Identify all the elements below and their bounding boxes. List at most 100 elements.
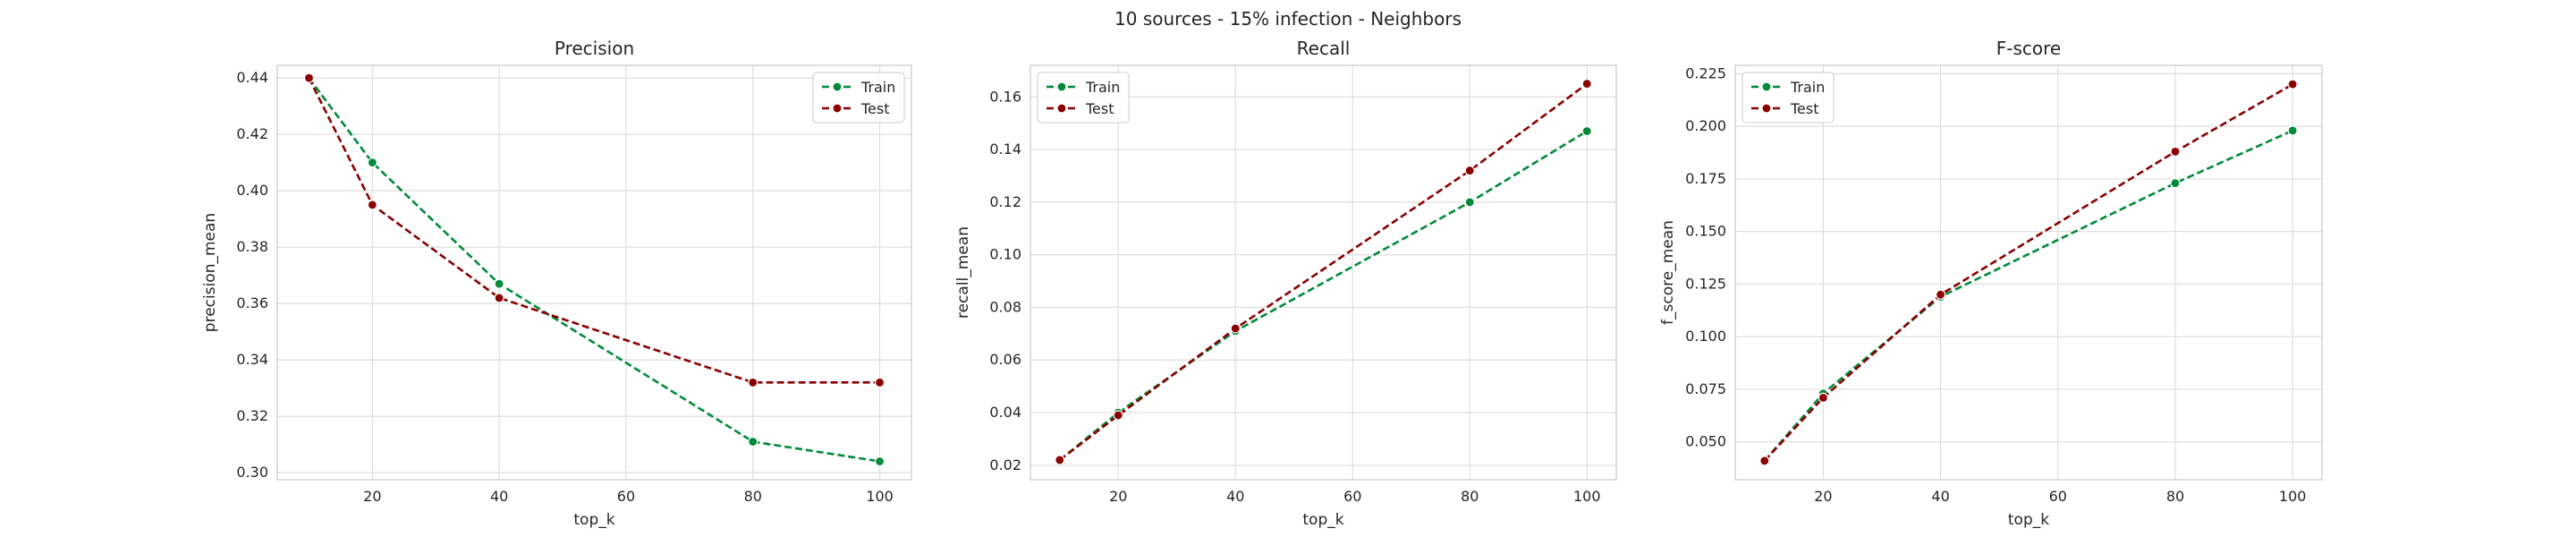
y-tick-label: 0.34 bbox=[236, 351, 268, 368]
legend-swatch-marker bbox=[1056, 103, 1067, 114]
x-tick-label: 40 bbox=[1931, 488, 1949, 505]
legend-entry-test: Test bbox=[1085, 100, 1114, 117]
data-point bbox=[1818, 392, 1829, 403]
y-tick-label: 0.12 bbox=[989, 193, 1021, 210]
y-tick-label: 0.175 bbox=[1685, 170, 1726, 187]
y-tick-label: 0.04 bbox=[989, 404, 1021, 421]
legend-swatch-marker bbox=[1761, 81, 1772, 92]
y-tick-label: 0.42 bbox=[236, 125, 268, 142]
x-tick-label: 60 bbox=[617, 488, 635, 505]
x-axis-label: top_k bbox=[573, 511, 614, 529]
data-point bbox=[1759, 456, 1770, 466]
data-point bbox=[1581, 125, 1592, 137]
plot-frame bbox=[1734, 64, 2323, 481]
legend-swatch-marker bbox=[832, 103, 843, 114]
chart-title: F-score bbox=[1996, 38, 2061, 59]
data-point bbox=[748, 377, 758, 388]
y-tick-label: 0.36 bbox=[236, 294, 268, 311]
data-point bbox=[367, 158, 377, 168]
data-point bbox=[303, 72, 315, 83]
data-point bbox=[1464, 165, 1475, 176]
data-point bbox=[367, 200, 377, 210]
y-tick-label: 0.40 bbox=[236, 182, 268, 199]
plot-frame bbox=[276, 64, 912, 481]
series-line-train bbox=[308, 77, 880, 463]
figure-suptitle: 10 sources - 15% infection - Neighbors bbox=[1114, 8, 1462, 30]
legend: Train Test bbox=[1037, 72, 1130, 124]
data-point bbox=[874, 377, 886, 388]
y-tick-label: 0.075 bbox=[1685, 380, 1726, 397]
series-line-test bbox=[1763, 83, 2293, 462]
x-tick-label: 80 bbox=[2166, 488, 2184, 505]
y-tick-label: 0.30 bbox=[236, 464, 268, 481]
series-line-train bbox=[1763, 129, 2293, 462]
y-tick-label: 0.38 bbox=[236, 238, 268, 255]
x-tick-label: 100 bbox=[1573, 488, 1601, 505]
legend-entry-test: Test bbox=[860, 100, 890, 117]
legend-entry-train: Train bbox=[860, 79, 895, 96]
data-point bbox=[2170, 146, 2181, 157]
data-point bbox=[494, 293, 504, 303]
chart-title: Precision bbox=[555, 38, 634, 59]
x-tick-label: 100 bbox=[866, 488, 894, 505]
y-tick-label: 0.10 bbox=[989, 246, 1021, 263]
y-tick-label: 0.050 bbox=[1685, 433, 1726, 450]
series-line-test bbox=[1059, 82, 1589, 462]
y-tick-label: 0.16 bbox=[989, 88, 1021, 105]
data-point bbox=[1936, 289, 1946, 300]
y-tick-label: 0.08 bbox=[989, 298, 1021, 315]
x-tick-label: 80 bbox=[744, 488, 762, 505]
legend-swatch-marker bbox=[1056, 81, 1067, 92]
chart-panel-3: 20 40 60 80 100 0.050 0.075 0.100 0.125 0.150 0.17… bbox=[1659, 38, 2323, 529]
y-axis-label: f_score_mean bbox=[1659, 220, 1677, 325]
y-tick-label: 0.150 bbox=[1685, 223, 1726, 240]
legend-entry-train: Train bbox=[1085, 79, 1120, 96]
y-tick-label: 0.14 bbox=[989, 141, 1021, 158]
y-tick-label: 0.44 bbox=[236, 69, 268, 86]
y-tick-label: 0.200 bbox=[1685, 117, 1726, 134]
x-axis-label: top_k bbox=[2008, 511, 2049, 529]
data-point bbox=[1581, 78, 1592, 90]
y-axis-label: precision_mean bbox=[201, 213, 219, 332]
legend-swatch-marker bbox=[1761, 103, 1772, 114]
data-point bbox=[1464, 197, 1475, 208]
data-point bbox=[874, 456, 886, 467]
legend-entry-train: Train bbox=[1790, 79, 1825, 96]
x-axis-label: top_k bbox=[1302, 511, 1343, 529]
x-tick-label: 60 bbox=[2049, 488, 2067, 505]
y-tick-label: 0.02 bbox=[989, 456, 1021, 473]
legend-entry-test: Test bbox=[1790, 100, 1819, 117]
chart-panel-1: 20 40 60 80 100 0.30 0.32 0.34 0.36 0.38 0.40 0.42 0… bbox=[201, 38, 912, 529]
data-point bbox=[748, 436, 758, 448]
x-tick-label: 20 bbox=[1109, 488, 1127, 505]
x-tick-label: 100 bbox=[2279, 488, 2307, 505]
x-tick-label: 40 bbox=[1226, 488, 1244, 505]
y-axis-label: recall_mean bbox=[954, 226, 972, 319]
data-point bbox=[1113, 410, 1123, 421]
x-tick-label: 40 bbox=[490, 488, 508, 505]
chart-panel-2: 20 40 60 80 100 0.02 0.04 0.06 0.08 0.10 0.12 0.14 0… bbox=[954, 38, 1617, 529]
y-tick-label: 0.125 bbox=[1685, 275, 1726, 292]
data-point bbox=[2287, 79, 2298, 90]
x-tick-label: 80 bbox=[1461, 488, 1479, 505]
x-tick-label: 20 bbox=[363, 488, 381, 505]
data-point bbox=[1055, 455, 1065, 465]
x-tick-label: 60 bbox=[1343, 488, 1361, 505]
legend: Train Test bbox=[812, 72, 905, 124]
legend-swatch-marker bbox=[832, 81, 843, 92]
data-point bbox=[494, 278, 504, 289]
plot-frame bbox=[1030, 64, 1617, 481]
x-tick-label: 20 bbox=[1814, 488, 1832, 505]
y-tick-label: 0.32 bbox=[236, 407, 268, 424]
y-tick-label: 0.225 bbox=[1685, 64, 1726, 81]
data-point bbox=[2287, 125, 2298, 136]
data-point bbox=[2170, 178, 2181, 189]
chart-title: Recall bbox=[1297, 38, 1351, 59]
y-tick-label: 0.100 bbox=[1685, 328, 1726, 345]
series-line-train bbox=[1058, 130, 1588, 462]
series-line-test bbox=[308, 77, 880, 384]
legend: Train Test bbox=[1741, 72, 1835, 124]
data-point bbox=[1230, 323, 1241, 334]
y-tick-label: 0.06 bbox=[989, 351, 1021, 368]
